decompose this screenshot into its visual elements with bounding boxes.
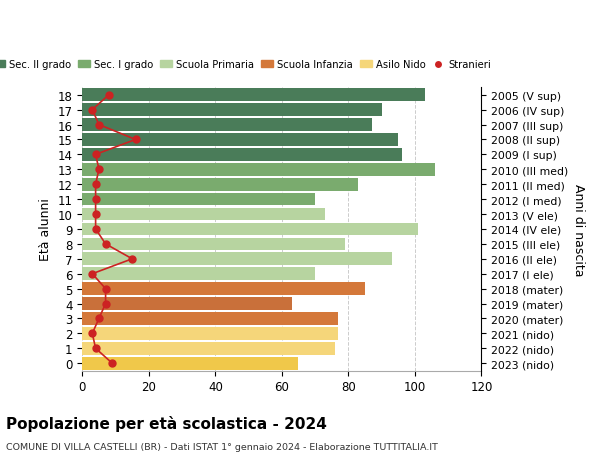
- Bar: [82, 134, 398, 146]
- Bar: [82, 327, 338, 340]
- Bar: [82, 208, 325, 221]
- Bar: [82, 223, 418, 236]
- Bar: [82, 149, 401, 162]
- Bar: [82, 313, 338, 325]
- Bar: [82, 297, 292, 310]
- Bar: [82, 238, 345, 251]
- Y-axis label: Anni di nascita: Anni di nascita: [572, 183, 585, 275]
- Bar: [82, 163, 435, 176]
- Text: Popolazione per età scolastica - 2024: Popolazione per età scolastica - 2024: [6, 415, 327, 431]
- Bar: [82, 104, 382, 117]
- Legend: Sec. II grado, Sec. I grado, Scuola Primaria, Scuola Infanzia, Asilo Nido, Stran: Sec. II grado, Sec. I grado, Scuola Prim…: [0, 56, 495, 74]
- Bar: [82, 89, 425, 102]
- Bar: [82, 193, 315, 206]
- Bar: [82, 119, 371, 132]
- Y-axis label: Età alunni: Età alunni: [39, 198, 52, 261]
- Text: COMUNE DI VILLA CASTELLI (BR) - Dati ISTAT 1° gennaio 2024 - Elaborazione TUTTIT: COMUNE DI VILLA CASTELLI (BR) - Dati IST…: [6, 442, 438, 451]
- Bar: [82, 342, 335, 355]
- Bar: [82, 179, 358, 191]
- Bar: [82, 253, 392, 266]
- Bar: [82, 283, 365, 295]
- Bar: [82, 357, 298, 370]
- Bar: [82, 268, 315, 280]
